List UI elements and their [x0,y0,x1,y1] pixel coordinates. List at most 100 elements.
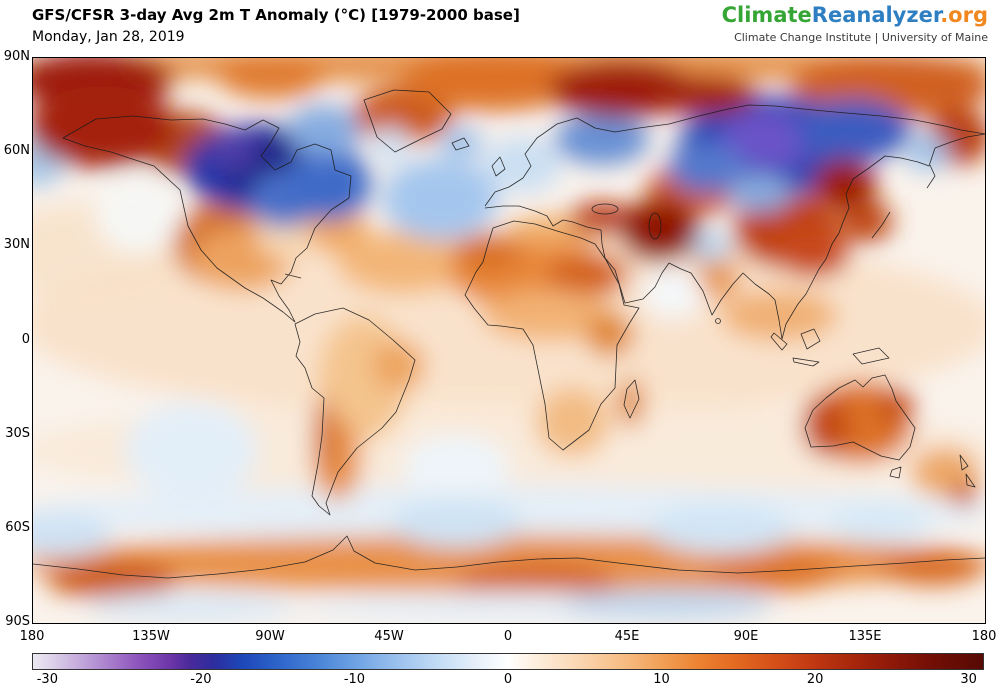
coast-java [792,357,820,367]
anomaly-blob-southern-ocean-1 [390,497,523,548]
lon-tick-label: 45E [614,629,640,644]
anomaly-blob-east-china-coast [776,227,851,278]
coast-cuba [284,273,302,279]
anomaly-blob-south-greenland [371,127,409,165]
lat-tick-label: 60N [3,143,30,159]
logo-org: .org [940,3,988,27]
lat-tick-label: 90N [3,49,30,64]
anomaly-blob-ne-brazil [371,340,425,391]
anomaly-blob-mid-atlantic [337,230,470,294]
lon-tick-label: 135W [132,629,170,644]
coast-asia-south [601,133,985,340]
anomaly-blob-manchuria-core [813,158,877,209]
anomaly-blob-queensland [876,387,914,426]
lat-tick-label: 30S [5,425,30,441]
lon-tick-label: 90W [255,629,285,644]
anomaly-blob-antarctic-coast-east [707,554,840,592]
lon-tick-label: 0 [503,629,513,644]
anomaly-blob-morocco [453,233,523,272]
logo-reanalyzer: Reanalyzer [811,3,941,27]
coast-black-sea [591,203,619,215]
anomaly-blob-southern-ocean-4 [826,500,933,545]
coastlines [33,89,985,579]
anomaly-blob-scandinavia [554,114,650,165]
anomaly-blob-kara-core [646,76,758,115]
coast-uk [491,156,506,177]
anomaly-blob-mongolia-edge [728,174,792,212]
coast-antarctica [33,535,985,579]
lat-tick-label: 0 [21,331,30,347]
lon-tick-label: 90E [733,629,759,644]
anomaly-blob-arctic-central [403,58,583,112]
coast-greenland [363,89,452,153]
institute-subtitle: Climate Change Institute | University of… [734,31,988,44]
logo-climate: Climate [721,3,812,27]
anomaly-blob-labrador [286,145,372,222]
coast-kamchatka [926,164,936,189]
coast-australia [804,374,916,461]
coast-south-america [294,307,416,516]
lat-tick-label: 90S [5,614,30,629]
anomaly-blob-antarctic-interior-2 [561,588,774,620]
coast-sumatra [770,332,788,351]
colorbar-tick-label: 20 [806,672,824,687]
lat-tick-label: 30N [3,237,30,253]
anomaly-blob-south-midlat-wash [33,400,985,501]
coast-caspian-sea [648,212,662,240]
anomaly-blob-baffin [286,105,361,156]
page-title: GFS/CFSR 3-day Avg 2m T Anomaly (°C) [19… [32,6,520,24]
anomaly-blob-madagascar [617,378,644,429]
lon-tick-label: 45W [374,629,404,644]
lon-tick-label: 180 [971,629,997,644]
anomaly-blob-himalaya [688,230,732,262]
anomaly-blob-east-africa [585,312,634,357]
anomaly-blob-arabian-sea [641,268,705,319]
anomaly-map [33,58,985,623]
colorbar-tick-label: -20 [190,672,212,687]
coast-north-america [62,115,352,323]
colorbar-tick-label: -10 [343,672,366,687]
anomaly-field [33,58,985,623]
date-label: Monday, Jan 28, 2019 [32,29,185,45]
anomaly-blob-se-us [257,214,311,259]
anomaly-blob-west-siberia-south [667,142,747,193]
coast-madagascar [623,379,640,419]
coast-tasmania [889,466,902,479]
anomaly-blob-east-siberia [794,98,911,162]
site-logo[interactable]: ClimateReanalyzer.org [722,3,988,27]
colorbar-tick-label: 0 [503,672,513,687]
anomaly-blob-canada-purple [204,127,258,171]
coast-iceland [451,137,470,151]
map-frame [32,57,986,624]
anomaly-blob-south-atlantic [403,434,509,498]
coast-new-guinea [852,347,890,365]
anomaly-blob-arctic-canada [218,58,324,99]
coast-new-zealand [959,454,976,488]
coast-africa [464,220,640,451]
anomaly-blob-antarctic-coast-central [456,563,615,601]
lon-tick-label: 135E [848,629,882,644]
anomaly-blob-antarctic-coast-far-east [879,547,985,586]
coast-japan [871,211,891,239]
colorbar [32,653,984,670]
anomaly-blob-siberia-purple-core [720,111,816,168]
colorbar-tick-label: 10 [653,672,670,687]
coast-sri-lanka [715,318,721,324]
anomaly-blob-iran-core [620,199,700,262]
anomaly-blob-antarctic-interior-3 [85,591,298,623]
anomaly-blob-south-pacific [125,403,258,498]
anomaly-blob-south-of-nz [950,481,977,507]
anomaly-blob-ne-pacific [96,177,182,253]
anomaly-blob-iceland [440,127,483,159]
colorbar-tick-label: -30 [36,672,58,687]
anomaly-blob-alaska-core [33,86,176,168]
colorbar-tick-label: 30 [960,672,977,687]
anomaly-blob-southern-ocean-2 [646,503,795,554]
anomaly-blob-southern-ocean-3 [33,513,113,558]
coast-mediterranean [484,205,603,245]
anomaly-blob-japan-korea [839,199,893,244]
anomaly-blob-chile-andes [313,397,335,473]
anomaly-blob-southern-africa [535,387,610,457]
lon-tick-label: 180 [19,629,45,644]
